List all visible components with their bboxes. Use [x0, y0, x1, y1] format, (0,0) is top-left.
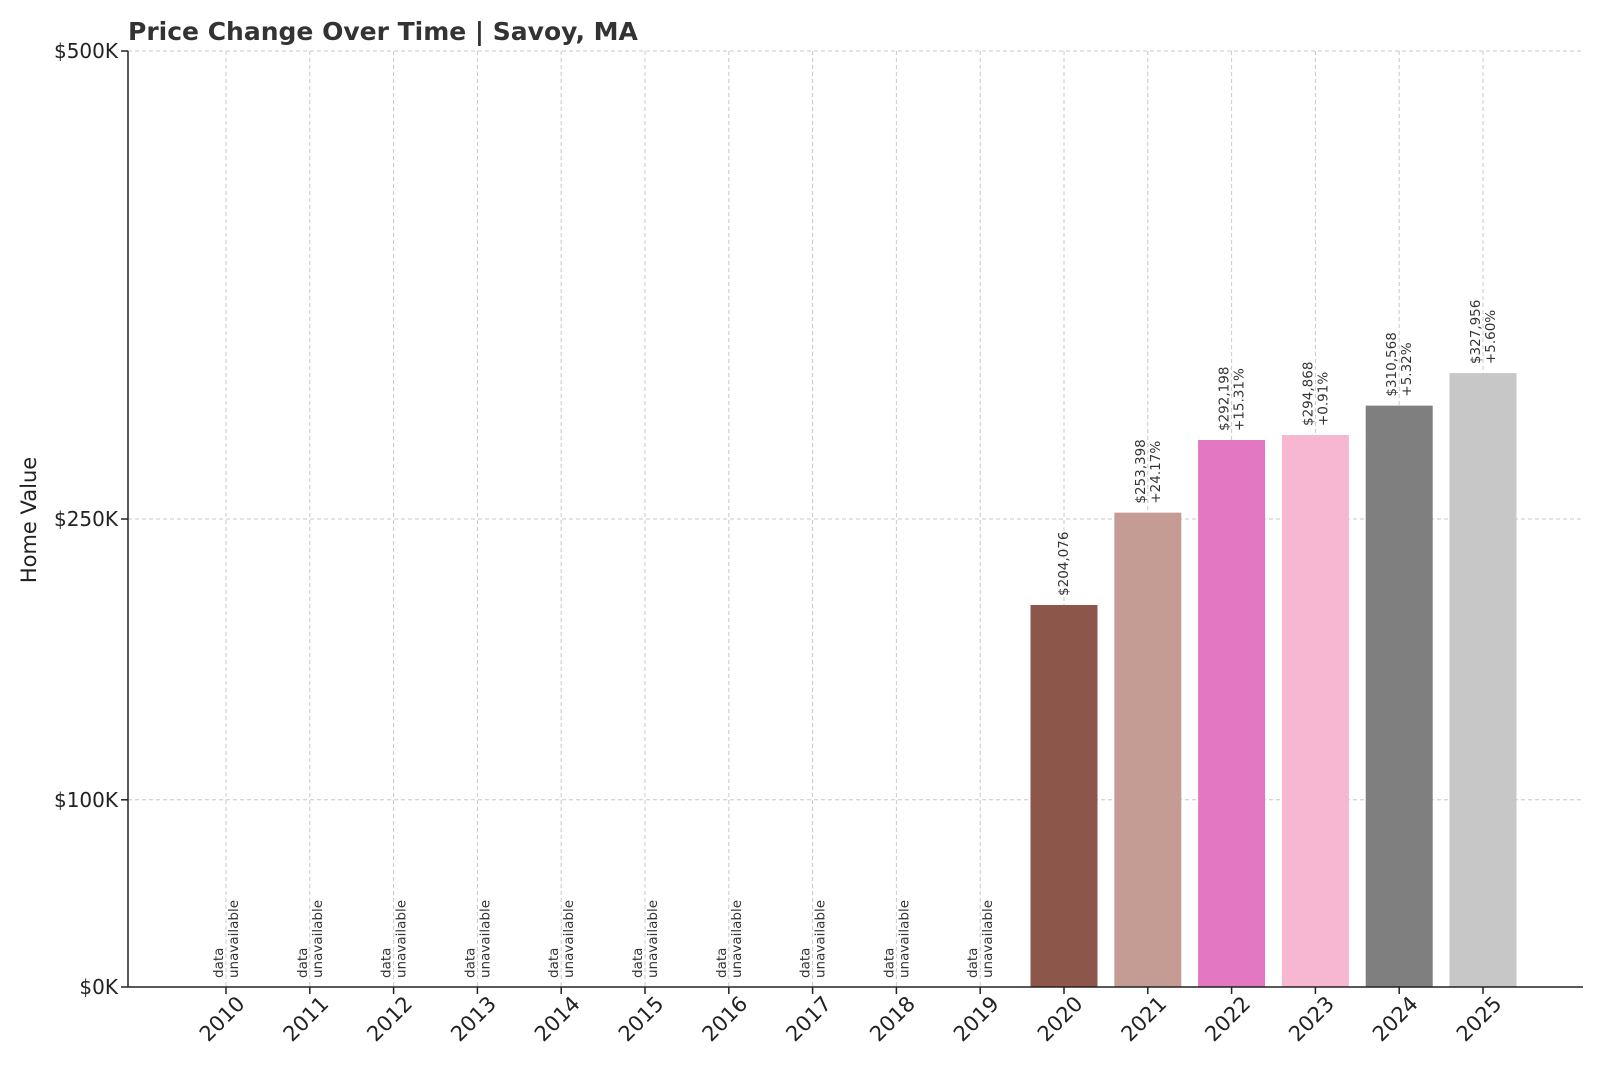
unavailable-line-1: data [630, 948, 646, 978]
unavailable-label-2017: data unavailable [798, 900, 829, 978]
bar-2023 [1281, 435, 1349, 988]
y-tick-label: $0K [79, 975, 118, 999]
bar-2021 [1114, 512, 1182, 987]
unavailable-line-2: unavailable [896, 900, 912, 978]
unavailable-label-2013: data unavailable [462, 900, 493, 978]
x-tick-label-2017: 2017 [781, 992, 836, 1047]
unavailable-line-2: unavailable [310, 900, 326, 978]
bar-2025 [1449, 373, 1517, 987]
unavailable-line-1: data [714, 948, 730, 978]
unavailable-label-2014: data unavailable [546, 900, 577, 978]
y-tick-label: $100K [54, 788, 119, 812]
x-tick-label-2021: 2021 [1117, 992, 1172, 1047]
bar-layer [1030, 373, 1517, 988]
value-label: $310,568 [1384, 332, 1400, 396]
axis-layer: $0K $100K $250K $500K 2010 2011 2012 2013 2014 20… [54, 39, 1583, 1046]
x-tick-label-2014: 2014 [530, 992, 585, 1047]
x-tick-label-2016: 2016 [698, 992, 753, 1047]
unavailable-label-2010: data unavailable [211, 900, 242, 978]
data-label-2023: $294,868 +0.91% [1300, 362, 1331, 426]
x-tick-label-2012: 2012 [362, 992, 417, 1047]
x-tick-label-2010: 2010 [195, 992, 250, 1047]
y-axis-label: Home Value [17, 457, 41, 583]
unavailable-line-2: unavailable [477, 900, 493, 978]
unavailable-line-2: unavailable [813, 900, 829, 978]
value-label: $253,398 [1133, 439, 1149, 503]
x-tick-label-2023: 2023 [1284, 992, 1339, 1047]
data-label-2022: $292,198 +15.31% [1217, 367, 1248, 431]
unavailable-label-2011: data unavailable [295, 900, 326, 978]
change-label: +24.17% [1148, 441, 1164, 504]
unavailable-line-1: data [546, 948, 562, 978]
unavailable-line-2: unavailable [980, 900, 996, 978]
bar-2022 [1198, 440, 1266, 987]
x-tick-label-2019: 2019 [949, 992, 1004, 1047]
grid-layer [128, 50, 1583, 987]
x-tick-label-2025: 2025 [1452, 992, 1507, 1047]
change-label: +5.32% [1399, 342, 1415, 396]
x-tick-label-2024: 2024 [1368, 992, 1423, 1047]
data-label-2024: $310,568 +5.32% [1384, 332, 1415, 396]
change-label: +0.91% [1315, 372, 1331, 426]
y-tick-label: $250K [54, 507, 119, 531]
x-tick-label-2020: 2020 [1033, 992, 1088, 1047]
change-label: +15.31% [1232, 368, 1248, 431]
x-tick-label-2022: 2022 [1200, 992, 1255, 1047]
x-tick-label-2018: 2018 [865, 992, 920, 1047]
unavailable-label-2018: data unavailable [881, 900, 912, 978]
unavailable-label-2016: data unavailable [714, 900, 745, 978]
unavailable-line-1: data [462, 948, 478, 978]
y-tick-label: $500K [54, 39, 119, 63]
unavailable-line-1: data [295, 948, 311, 978]
value-label: $327,956 [1468, 300, 1484, 364]
value-label: $294,868 [1300, 362, 1316, 426]
value-label: $204,076 [1056, 532, 1072, 596]
unavailable-line-2: unavailable [729, 900, 745, 978]
x-tick-label-2013: 2013 [446, 992, 501, 1047]
unavailable-line-1: data [798, 948, 814, 978]
unavailable-line-1: data [379, 948, 395, 978]
data-label-2025: $327,956 +5.60% [1468, 300, 1499, 364]
unavailable-line-2: unavailable [226, 900, 242, 978]
bar-2020 [1030, 604, 1098, 987]
unavailable-label-2012: data unavailable [379, 900, 410, 978]
bar-2024 [1365, 405, 1433, 987]
data-label-2020: $204,076 [1056, 532, 1072, 596]
value-label: $292,198 [1217, 367, 1233, 431]
unavailable-label-2019: data unavailable [965, 900, 996, 978]
unavailable-line-1: data [965, 948, 981, 978]
unavailable-line-1: data [211, 948, 227, 978]
unavailable-line-2: unavailable [561, 900, 577, 978]
unavailable-label-2015: data unavailable [630, 900, 661, 978]
unavailable-line-2: unavailable [645, 900, 661, 978]
data-label-2021: $253,398 +24.17% [1133, 439, 1164, 503]
chart-title: Price Change Over Time | Savoy, MA [128, 17, 639, 46]
x-tick-label-2011: 2011 [279, 992, 334, 1047]
label-layer: data unavailable data unavailable data unavai… [211, 300, 1499, 978]
x-tick-label-2015: 2015 [614, 992, 669, 1047]
change-label: +5.60% [1483, 310, 1499, 364]
unavailable-line-2: unavailable [394, 900, 410, 978]
unavailable-line-1: data [881, 948, 897, 978]
